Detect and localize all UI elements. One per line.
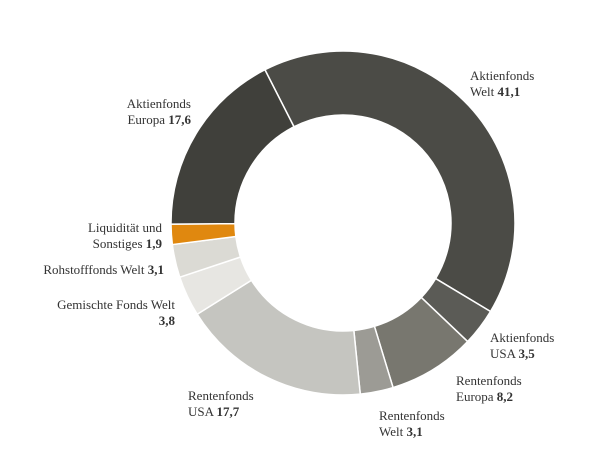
value-label: 17,7	[216, 404, 240, 419]
slice-label: Rohstofffonds Welt 3,1	[4, 262, 164, 278]
slice-label: Liquidität und Sonstiges 1,9	[52, 220, 162, 252]
value-label: 41,1	[497, 84, 521, 99]
value-label: 3,1	[406, 424, 423, 439]
category-name: Liquidität und Sonstiges	[87, 220, 162, 251]
slice-label: Aktienfonds USA 3,5	[490, 330, 570, 362]
category-name: Aktienfonds Europa	[126, 96, 191, 127]
value-label: 1,9	[145, 236, 162, 251]
category-name: Rentenfonds Europa	[456, 373, 522, 404]
slice-label: Aktienfonds Welt 41,1	[470, 68, 550, 100]
value-label: 8,2	[496, 389, 514, 404]
category-name: Aktienfonds Welt	[470, 68, 535, 99]
category-name: Rentenfonds Welt	[379, 408, 445, 439]
slice-label: Rentenfonds USA 17,7	[188, 388, 278, 420]
value-label: 3,1	[147, 262, 164, 277]
slice-label: Rentenfonds Europa 8,2	[456, 373, 546, 405]
slice-label: Rentenfonds Welt 3,1	[379, 408, 459, 440]
slice-label: Gemischte Fonds Welt 3,8	[55, 297, 175, 329]
donut-slice	[263, 50, 516, 313]
value-label: 3,8	[158, 313, 175, 328]
category-name: Rentenfonds USA	[188, 388, 254, 419]
donut-slice	[170, 68, 295, 225]
category-name: Rohstofffonds Welt	[43, 262, 145, 277]
slice-label: Aktienfonds Europa 17,6	[101, 96, 191, 128]
value-label: 3,5	[518, 346, 535, 361]
category-name: Gemischte Fonds Welt	[57, 297, 175, 312]
category-name: Aktienfonds USA	[490, 330, 555, 361]
value-label: 17,6	[168, 112, 191, 127]
